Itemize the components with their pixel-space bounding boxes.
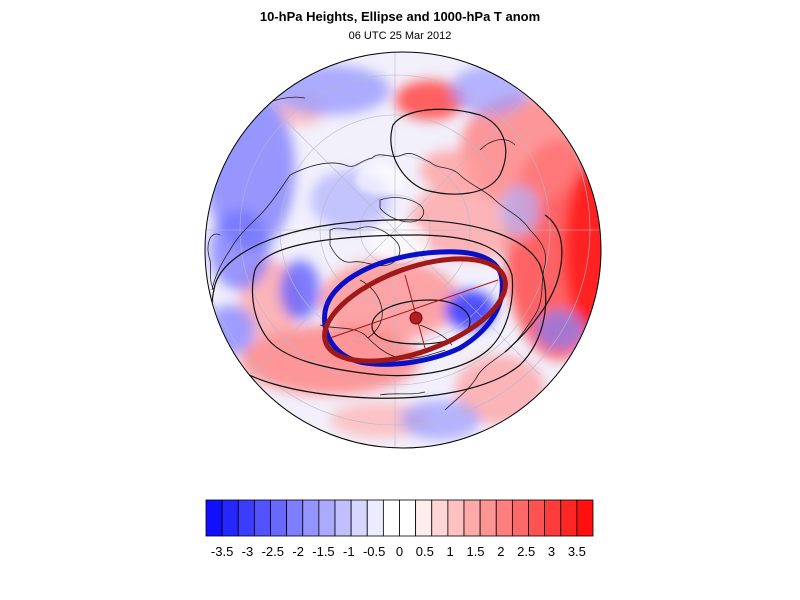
colorbar-label: 0.5 xyxy=(416,544,434,559)
colorbar-box xyxy=(205,499,223,537)
colorbar-box xyxy=(415,499,433,537)
colorbar-label: -2 xyxy=(292,544,304,559)
colorbar-box xyxy=(366,499,384,537)
colorbar-box xyxy=(431,499,449,537)
fitted-ellipse xyxy=(322,256,508,364)
colorbar-box xyxy=(463,499,481,537)
colorbar-box xyxy=(253,499,271,537)
vortex-ellipses xyxy=(322,249,508,367)
colorbar-label: -1.5 xyxy=(312,544,334,559)
colorbar-label: -3 xyxy=(242,544,254,559)
colorbar-label: 3.5 xyxy=(568,544,586,559)
colorbar-box xyxy=(302,499,320,537)
colorbar-box xyxy=(544,499,562,537)
colorbar-box xyxy=(334,499,352,537)
colorbar-label: 0 xyxy=(396,544,403,559)
colorbar-label: 1 xyxy=(447,544,454,559)
ellipse-minor-axis xyxy=(404,274,426,349)
colorbar-box xyxy=(576,499,594,537)
figure-title: 10-hPa Heights, Ellipse and 1000-hPa T a… xyxy=(259,9,541,24)
colorbar-box xyxy=(350,499,368,537)
colorbar-box xyxy=(270,499,288,537)
colorbar-box xyxy=(511,499,529,537)
figure-subtitle: 06 UTC 25 Mar 2012 xyxy=(348,30,452,42)
colorbar-box xyxy=(382,499,400,537)
ellipse-center-marker xyxy=(409,311,423,325)
colorbar-label: -1 xyxy=(343,544,355,559)
colorbar-label: 3 xyxy=(548,544,555,559)
colorbar-label: 2.5 xyxy=(517,544,535,559)
colorbar-label: 2 xyxy=(497,544,504,559)
colorbar-label: -3.5 xyxy=(211,544,233,559)
colorbar-box xyxy=(495,499,513,537)
temperature-anomaly-field xyxy=(205,52,601,448)
colorbar-label: 1.5 xyxy=(466,544,484,559)
colorbar-box xyxy=(560,499,578,537)
colorbar-box xyxy=(447,499,465,537)
colorbar-box xyxy=(528,499,546,537)
globe-outline xyxy=(204,51,602,449)
colorbar-box xyxy=(221,499,239,537)
colorbar-box xyxy=(479,499,497,537)
colorbar-label: -2.5 xyxy=(262,544,284,559)
colorbar-box xyxy=(318,499,336,537)
colorbar-box xyxy=(399,499,417,537)
colorbar-label: -0.5 xyxy=(363,544,385,559)
colorbar-box xyxy=(237,499,255,537)
colorbar-box xyxy=(286,499,304,537)
